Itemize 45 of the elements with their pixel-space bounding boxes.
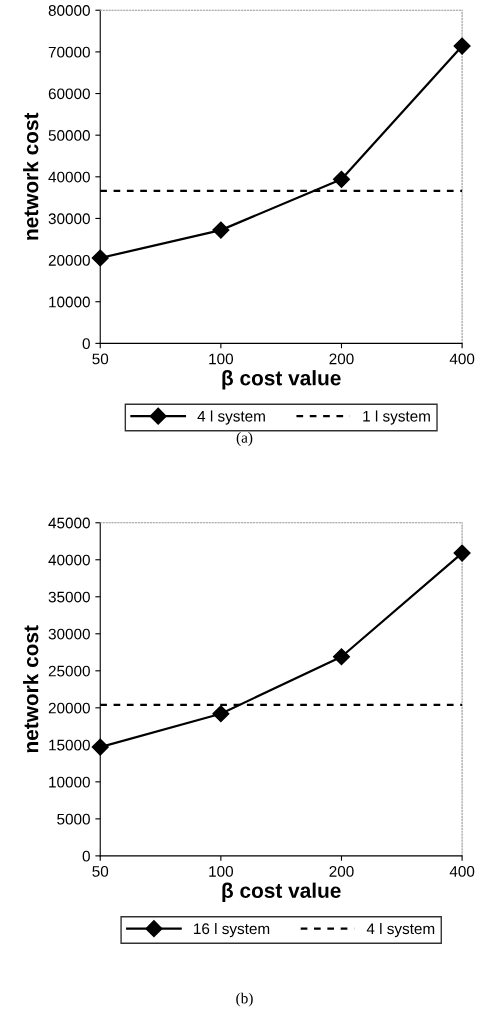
x-tick-label: 50	[92, 353, 109, 365]
x-tick-label: 400	[449, 353, 475, 365]
y-tick-label: 40000	[48, 171, 90, 183]
x-tick-label: 200	[329, 866, 354, 877]
y-tick-label: 15000	[49, 739, 90, 751]
x-tick-label: 100	[209, 353, 234, 365]
y-tick-label: 35000	[48, 591, 90, 603]
point	[91, 249, 109, 267]
y-tick-label: 50000	[48, 130, 90, 141]
y-tick-label: 30000	[48, 628, 90, 640]
y-axis-title: network cost	[23, 625, 39, 753]
legend-label: 16 l system	[194, 922, 270, 938]
point	[212, 221, 230, 239]
y-tick-label: 5000	[57, 813, 90, 825]
point	[332, 648, 351, 666]
x-tick-label: 100	[209, 866, 234, 877]
y-tick-label: 10000	[49, 776, 90, 788]
x-tick-label: 400	[449, 866, 475, 877]
legend-label: 4 l system	[366, 922, 435, 938]
text: (a)	[236, 432, 253, 446]
y-tick-label: 10000	[49, 296, 90, 308]
point	[453, 544, 471, 562]
point	[91, 738, 109, 756]
y-tick-label: 45000	[48, 517, 90, 529]
y-tick-label: 20000	[48, 254, 90, 266]
y-axis-title: network cost	[23, 112, 39, 240]
x-axis-title: β cost value	[222, 370, 341, 390]
legend-label: 1 l system	[363, 410, 430, 425]
x-tick-label: 50	[92, 866, 109, 877]
y-tick-label: 25000	[48, 665, 90, 677]
y-tick-label: 70000	[48, 46, 90, 58]
text: (b)	[236, 992, 253, 1007]
point	[212, 705, 230, 723]
y-tick-label: 30000	[48, 213, 90, 225]
y-tick-label: 80000	[48, 5, 90, 16]
x-axis-title: β cost value	[222, 882, 341, 903]
y-tick-label: 0	[82, 850, 90, 862]
x-tick-label: 200	[329, 353, 354, 365]
y-tick-label: 60000	[48, 88, 90, 100]
y-tick-label: 0	[82, 338, 90, 350]
legend-label: 4 l system	[197, 410, 265, 425]
point	[453, 37, 471, 55]
y-tick-label: 20000	[48, 702, 90, 714]
y-tick-label: 40000	[48, 554, 90, 566]
point	[332, 170, 351, 188]
